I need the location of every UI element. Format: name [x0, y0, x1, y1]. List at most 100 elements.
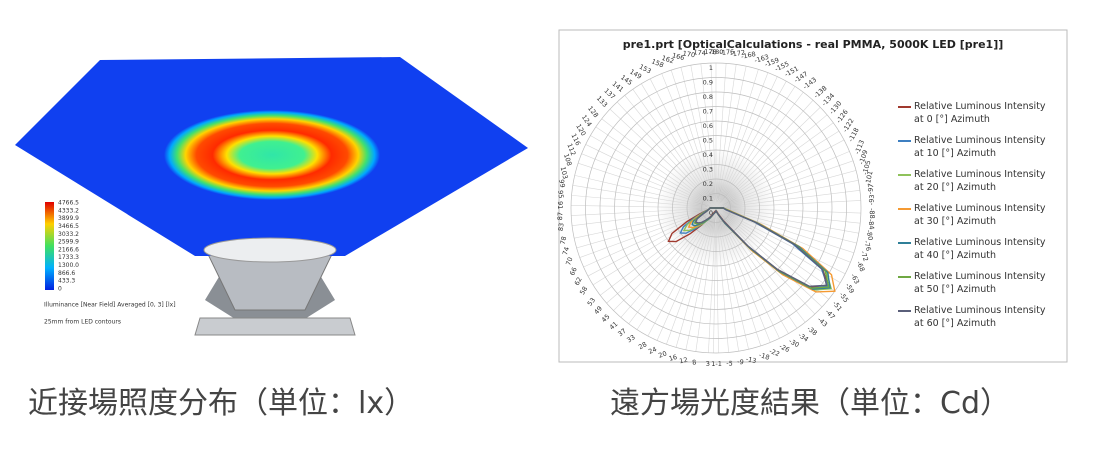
angle-tick-label: -176: [719, 48, 734, 57]
radial-grid-circle: [643, 135, 789, 281]
angle-tick-label: -76: [862, 240, 872, 252]
angle-tick-label: -68: [855, 260, 866, 273]
legend-label: Relative Luminous Intensity at 40 [°] Az…: [914, 237, 1046, 261]
angle-tick-label: 8: [692, 358, 697, 366]
angle-tick-label: 1: [711, 360, 715, 368]
colorbar-label: 433.3: [58, 278, 75, 285]
colorbar-label: 1300.0: [58, 262, 79, 269]
legend-label: Relative Luminous Intensity at 50 [°] Az…: [914, 271, 1046, 295]
legend-label: Relative Luminous Intensity at 30 [°] Az…: [914, 203, 1046, 227]
legend-swatch: [898, 276, 911, 278]
colorbar-label: 2166.6: [58, 246, 79, 253]
angle-tick-label: 24: [647, 345, 658, 356]
r-tick-label: 0.7: [703, 108, 713, 116]
legend-item: Relative Luminous Intensity at 60 [°] Az…: [898, 304, 1049, 330]
legend-item: Relative Luminous Intensity at 20 [°] Az…: [898, 168, 1049, 194]
angle-tick-label: 170: [682, 49, 696, 59]
legend-item: Relative Luminous Intensity at 30 [°] Az…: [898, 202, 1049, 228]
legend-item: Relative Luminous Intensity at 40 [°] Az…: [898, 236, 1049, 262]
angle-tick-label: -105: [861, 159, 873, 175]
colorbar-label: 3466.5: [58, 223, 79, 230]
legend-item: Relative Luminous Intensity at 50 [°] Az…: [898, 270, 1049, 296]
legend-label: Relative Luminous Intensity at 0 [°] Azi…: [914, 101, 1046, 125]
colorbar-label: 4766.5: [58, 200, 79, 207]
angle-tick-label: 45: [600, 313, 612, 325]
angle-tick-label: -22: [768, 347, 781, 358]
colorbar-label: 0: [58, 286, 62, 293]
legend-item: Relative Luminous Intensity at 10 [°] Az…: [898, 134, 1049, 160]
r-tick-label: 0.9: [703, 79, 713, 87]
angle-tick-label: 20: [657, 349, 668, 359]
angle-tick-label: -13: [745, 355, 757, 365]
radial-grid-circle: [614, 106, 818, 310]
legend-swatch: [898, 106, 911, 108]
angle-tick-label: 70: [564, 256, 574, 267]
radial-grid-circle: [686, 178, 746, 238]
angle-tick-label: -88: [868, 208, 876, 219]
angle-tick-label: -97: [866, 183, 875, 195]
colorbar-label: 1733.3: [58, 254, 79, 261]
angle-tick-label: 28: [637, 340, 648, 351]
colorbar: [45, 202, 54, 290]
illuminance-rings: [164, 110, 380, 200]
legend-swatch: [898, 242, 911, 244]
r-tick-label: 0.3: [703, 166, 713, 174]
angle-tick-label: 33: [625, 333, 636, 344]
legend-swatch: [898, 174, 911, 176]
angle-tick-label: -26: [778, 342, 791, 354]
angle-tick-label: 83: [557, 222, 566, 231]
angle-tick-label: 78: [559, 236, 569, 246]
angle-tick-label: 108: [562, 153, 573, 167]
legend-label: Relative Luminous Intensity at 20 [°] Az…: [914, 169, 1046, 193]
r-tick-label: 0.1: [703, 195, 713, 203]
colorbar-label: 3899.9: [58, 215, 79, 222]
angle-tick-label: -9: [737, 358, 745, 367]
legend-label: Relative Luminous Intensity at 60 [°] Az…: [914, 305, 1046, 329]
angle-tick-label: 49: [593, 305, 604, 316]
angle-tick-label: 58: [578, 285, 589, 296]
r-tick-label: 0.5: [703, 137, 713, 145]
r-tick-label: 0.8: [703, 93, 713, 101]
cone-rim: [203, 237, 337, 263]
angle-tick-label: 66: [568, 266, 579, 277]
radial-grid-circle: [701, 193, 731, 223]
angle-tick-label: 53: [586, 296, 597, 307]
angle-tick-label: -18: [758, 351, 771, 362]
colorbar-label: 866.6: [58, 270, 75, 277]
angle-tick-label: -172: [730, 49, 746, 59]
angle-tick-label: -63: [849, 272, 861, 285]
angle-tick-label: 3: [706, 360, 711, 368]
angle-tick-label: -80: [865, 229, 875, 241]
angle-tick-label: 74: [561, 246, 571, 256]
note: 25mm from LED contours: [44, 319, 121, 326]
angle-tick-label: -72: [859, 250, 870, 263]
colorbar-label: 2599.9: [58, 239, 79, 246]
angle-tick-label: -163: [753, 53, 769, 65]
render: [15, 57, 528, 336]
angle-tick-label: -93: [868, 194, 877, 205]
angle-tick-label: -5: [726, 359, 733, 368]
caption: 遠方場光度結果（単位：Cd）: [610, 386, 1010, 421]
legend: Relative Luminous Intensity at 0 [°] Azi…: [898, 100, 1058, 338]
angle-tick-label: -84: [867, 219, 876, 230]
r-tick-label: 0.2: [703, 180, 713, 188]
legend-swatch: [898, 208, 911, 210]
angle-tick-label: 99: [557, 179, 566, 188]
radial-grid-circle: [570, 62, 862, 354]
r-tick-label: 0: [709, 209, 713, 217]
angle-tick-label: 87: [556, 212, 564, 221]
legend-item: Relative Luminous Intensity at 0 [°] Azi…: [898, 100, 1049, 126]
legend-swatch: [898, 140, 911, 142]
angle-tick-label: 41: [608, 320, 619, 331]
angle-tick-label: -1: [715, 360, 722, 368]
legend-swatch: [898, 310, 911, 312]
angle-tick-label: 12: [679, 356, 689, 366]
angle-tick-label: 178: [704, 48, 717, 56]
r-tick-label: 1: [709, 64, 713, 72]
r-tick-label: 0.4: [703, 151, 713, 159]
angle-tick-label: 91: [556, 201, 564, 209]
angle-tick-label: 162: [661, 54, 675, 65]
radial-grid-circle: [672, 164, 760, 252]
